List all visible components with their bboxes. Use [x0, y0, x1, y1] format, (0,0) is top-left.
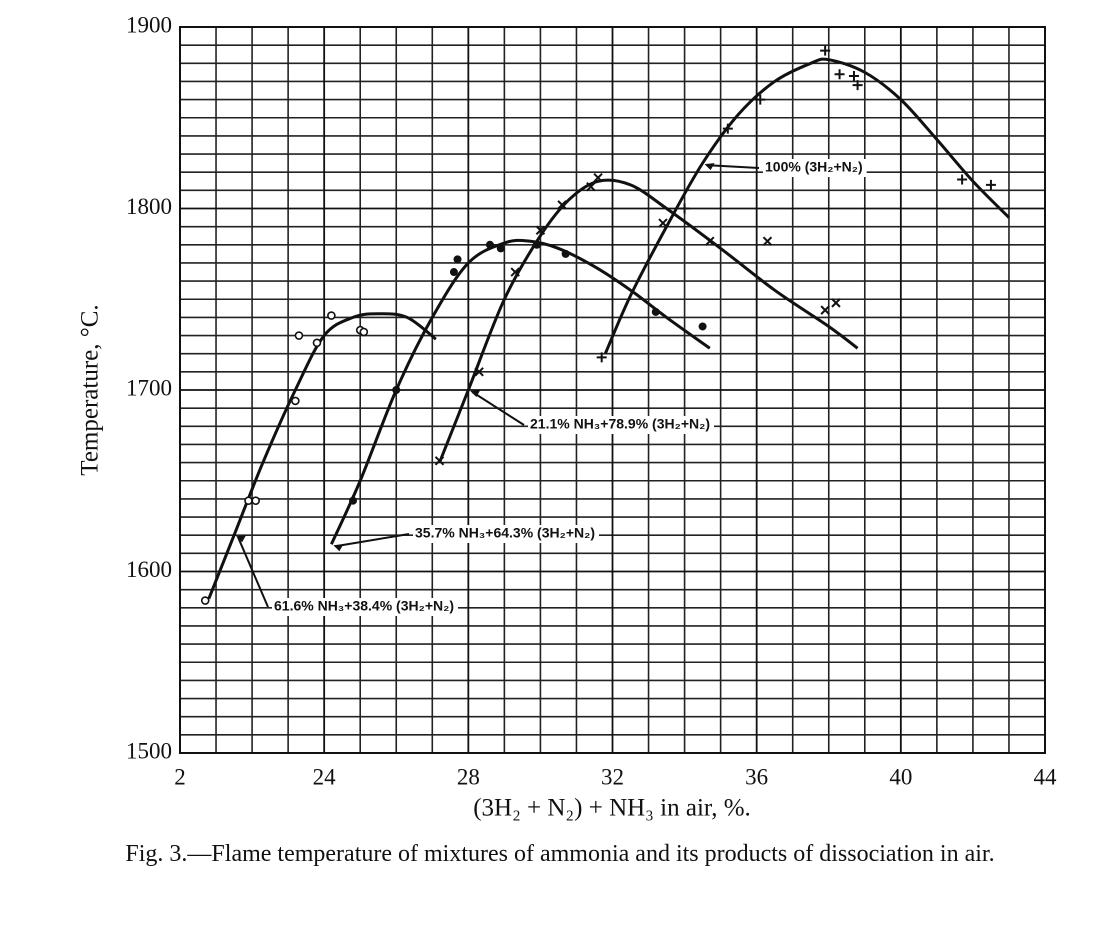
point	[722, 123, 733, 134]
point	[831, 298, 841, 308]
point	[294, 331, 304, 340]
point	[755, 94, 766, 105]
point	[496, 244, 505, 253]
point	[392, 386, 401, 394]
point	[312, 338, 322, 348]
point	[453, 255, 462, 264]
x-axis-label: (3H₂ + N₂) + NH₃ in air, %.	[473, 795, 751, 822]
point	[561, 249, 570, 258]
x-tick-label: 2	[174, 764, 186, 789]
point	[200, 596, 210, 605]
label-bg	[528, 416, 714, 434]
point	[586, 182, 596, 192]
leader-arrow	[236, 535, 247, 543]
x-tick-label: 28	[457, 764, 480, 789]
label-bg	[413, 525, 599, 543]
curve	[330, 238, 711, 545]
legend-label: 21.1% NH₃+78.9% (3H₂+N₂)	[530, 416, 710, 432]
point	[596, 352, 607, 363]
point	[449, 268, 458, 277]
point	[762, 236, 773, 246]
caption: Fig. 3.—Flame temperature of mixtures of…	[125, 841, 995, 867]
point	[985, 179, 996, 190]
label-bg	[272, 598, 458, 616]
leader-arrow	[470, 390, 481, 397]
label-bg	[763, 159, 867, 177]
leader-arrow	[704, 163, 715, 171]
point	[852, 80, 863, 91]
y-tick-label: 1700	[126, 375, 172, 400]
point	[349, 496, 357, 505]
leader-line	[335, 533, 410, 548]
point	[327, 311, 336, 320]
point	[651, 307, 660, 316]
legend-label: 100% (3H₂+N₂)	[765, 159, 863, 175]
y-tick-label: 1500	[126, 738, 172, 763]
point	[535, 225, 546, 235]
point	[820, 305, 830, 315]
point	[848, 71, 859, 82]
point	[557, 200, 567, 210]
point	[957, 174, 968, 185]
point	[434, 456, 445, 466]
point	[359, 327, 369, 337]
point	[485, 240, 494, 249]
leader-line	[237, 536, 269, 608]
curve	[438, 178, 859, 464]
point	[834, 69, 845, 80]
point	[698, 322, 707, 331]
plot-frame	[179, 26, 1046, 754]
leader-line	[471, 391, 525, 426]
x-tick-label: 40	[889, 764, 912, 789]
y-tick-label: 1800	[126, 194, 172, 219]
x-tick-label: 44	[1034, 764, 1058, 789]
curve	[207, 312, 437, 600]
y-tick-label: 1900	[126, 12, 172, 37]
leader-line	[706, 164, 760, 169]
y-tick-label: 1600	[126, 557, 172, 582]
point	[251, 496, 260, 506]
point	[679, 203, 690, 214]
point	[244, 496, 253, 506]
point	[820, 45, 831, 56]
leader-arrow	[333, 544, 344, 552]
curve	[603, 57, 1011, 355]
point	[291, 396, 300, 406]
point	[705, 236, 715, 246]
legend-label: 61.6% NH₃+38.4% (3H₂+N₂)	[274, 598, 454, 614]
point	[510, 267, 520, 277]
x-tick-label: 36	[745, 764, 768, 789]
y-axis-label: Temperature, °C.	[77, 304, 104, 475]
x-tick-label: 24	[313, 764, 337, 789]
point	[474, 367, 484, 377]
legend-label: 35.7% NH₃+64.3% (3H₂+N₂)	[415, 525, 595, 541]
point	[593, 172, 603, 183]
x-tick-label: 32	[601, 764, 624, 789]
